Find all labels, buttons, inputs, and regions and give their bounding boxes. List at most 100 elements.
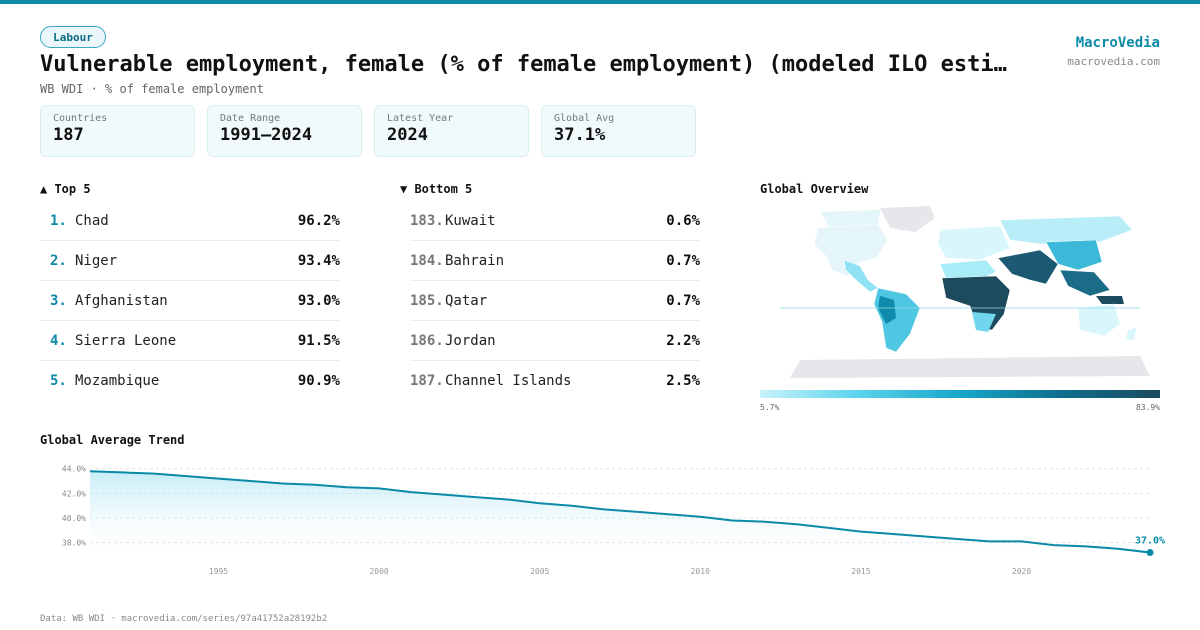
country-value: 0.6% <box>666 212 700 229</box>
country-name: Qatar <box>445 292 488 309</box>
list-item[interactable]: 2. Niger 93.4% <box>40 241 340 281</box>
list-item[interactable]: 184. Bahrain 0.7% <box>410 241 700 281</box>
bottom5-list: 183. Kuwait 0.6% 184. Bahrain 0.7% 185. … <box>410 201 700 401</box>
stat-label: Date Range <box>220 113 281 124</box>
stat-label: Countries <box>53 113 108 124</box>
rank-number: 187. <box>410 373 444 389</box>
country-value: 2.2% <box>666 332 700 349</box>
trend-line <box>89 470 1151 554</box>
stat-card-global-avg: Global Avg 37.1% <box>541 105 696 157</box>
category-badge[interactable]: Labour <box>40 26 106 48</box>
country-value: 0.7% <box>666 292 700 309</box>
map-region-south-asia <box>997 249 1059 285</box>
country-name: Afghanistan <box>75 292 168 309</box>
stat-card-date-range: Date Range 1991–2024 <box>207 105 362 157</box>
top5-list: 1. Chad 96.2% 2. Niger 93.4% 3. Afghanis… <box>40 201 340 401</box>
stat-value: 1991–2024 <box>220 125 313 145</box>
country-name: Channel Islands <box>445 373 572 389</box>
x-tick-label: 2010 <box>691 567 710 576</box>
list-item[interactable]: 5. Mozambique 90.9% <box>40 361 340 401</box>
stat-value: 187 <box>53 125 84 145</box>
rank-number: 5. <box>50 373 67 389</box>
country-value: 93.4% <box>297 252 340 269</box>
y-tick-label: 44.0% <box>62 465 86 474</box>
map-region-australia <box>1077 303 1121 337</box>
x-tick-label: 2000 <box>369 567 388 576</box>
trend-heading: Global Average Trend <box>40 433 185 447</box>
footer-source: Data: WB WDI · macrovedia.com/series/97a… <box>40 614 328 624</box>
rank-number: 186. <box>410 332 444 349</box>
rank-number: 2. <box>50 252 67 269</box>
country-value: 2.5% <box>666 373 700 389</box>
map-region-andes <box>878 296 896 324</box>
country-name: Jordan <box>445 332 496 349</box>
map-region-antarctica <box>790 356 1150 378</box>
top5-heading: ▲ Top 5 <box>40 182 91 196</box>
map-region-east-asia <box>1045 239 1103 271</box>
list-item[interactable]: 1. Chad 96.2% <box>40 201 340 241</box>
rank-number: 1. <box>50 212 67 229</box>
list-item[interactable]: 185. Qatar 0.7% <box>410 281 700 321</box>
rank-number: 183. <box>410 212 444 229</box>
legend-max-label: 83.9% <box>1135 403 1160 412</box>
list-item[interactable]: 3. Afghanistan 93.0% <box>40 281 340 321</box>
stat-card-countries: Countries 187 <box>40 105 195 157</box>
country-name: Niger <box>75 252 118 269</box>
map-region-europe <box>937 225 1011 261</box>
stat-label: Latest Year <box>387 113 454 124</box>
map-region-north-africa <box>939 259 997 279</box>
country-value: 90.9% <box>297 373 340 389</box>
map-region-southern-africa <box>972 312 996 332</box>
rank-number: 184. <box>410 252 444 269</box>
stat-value: 37.1% <box>554 125 606 145</box>
page-title: Vulnerable employment, female (% of fema… <box>40 52 1007 77</box>
map-region-new-zealand <box>1126 328 1136 340</box>
country-name: Sierra Leone <box>75 332 177 349</box>
country-name: Mozambique <box>75 373 160 389</box>
stat-card-latest-year: Latest Year 2024 <box>374 105 529 157</box>
list-item[interactable]: 186. Jordan 2.2% <box>410 321 700 361</box>
x-tick-label: 2015 <box>851 567 870 576</box>
map-region-russia <box>999 215 1133 245</box>
map-region-new-guinea <box>1096 296 1124 304</box>
y-tick-label: 38.0% <box>62 539 86 548</box>
brand-logo[interactable]: MacroVedia <box>1075 35 1160 51</box>
trend-end-label: 37.0% <box>1135 536 1165 547</box>
rank-number: 185. <box>410 292 444 309</box>
map-region-greenland <box>880 206 935 232</box>
country-value: 93.0% <box>297 292 340 309</box>
list-item[interactable]: 187. Channel Islands 2.5% <box>410 361 700 401</box>
trend-chart[interactable]: 38.0% 40.0% 42.0% 44.0% 1995 2000 2005 2010 201… <box>0 450 1200 580</box>
y-tick-label: 40.0% <box>62 514 86 523</box>
country-value: 91.5% <box>297 332 340 349</box>
stat-label: Global Avg <box>554 113 615 124</box>
chart-x-axis: 1995 2000 2005 2010 2015 2020 <box>209 567 1031 576</box>
y-tick-label: 42.0% <box>62 489 86 498</box>
list-item[interactable]: 4. Sierra Leone 91.5% <box>40 321 340 361</box>
map-region-southeast-asia <box>1059 269 1111 297</box>
map-region-central-america <box>843 259 879 293</box>
trend-end-point <box>1146 549 1154 557</box>
rank-number: 3. <box>50 292 67 309</box>
country-name: Kuwait <box>445 212 496 229</box>
country-name: Chad <box>75 212 109 229</box>
top-accent-bar <box>0 0 1200 4</box>
page-subtitle: WB WDI · % of female employment <box>40 82 264 96</box>
country-value: 0.7% <box>666 252 700 269</box>
trend-area-fill <box>90 471 1150 560</box>
bottom5-heading: ▼ Bottom 5 <box>400 182 473 196</box>
world-choropleth-map[interactable] <box>760 200 1160 385</box>
x-tick-label: 2020 <box>1012 567 1031 576</box>
country-name: Bahrain <box>445 252 505 269</box>
legend-min-label: 5.7% <box>760 403 780 412</box>
map-region-arctic <box>820 210 880 228</box>
chart-y-axis: 38.0% 40.0% 42.0% 44.0% <box>62 465 86 548</box>
brand-url[interactable]: macrovedia.com <box>1067 55 1160 68</box>
map-heading: Global Overview <box>760 182 869 196</box>
map-legend-bar <box>760 390 1160 398</box>
rank-number: 4. <box>50 332 67 349</box>
x-tick-label: 2005 <box>530 567 549 576</box>
x-tick-label: 1995 <box>209 567 228 576</box>
country-value: 96.2% <box>297 212 340 229</box>
list-item[interactable]: 183. Kuwait 0.6% <box>410 201 700 241</box>
